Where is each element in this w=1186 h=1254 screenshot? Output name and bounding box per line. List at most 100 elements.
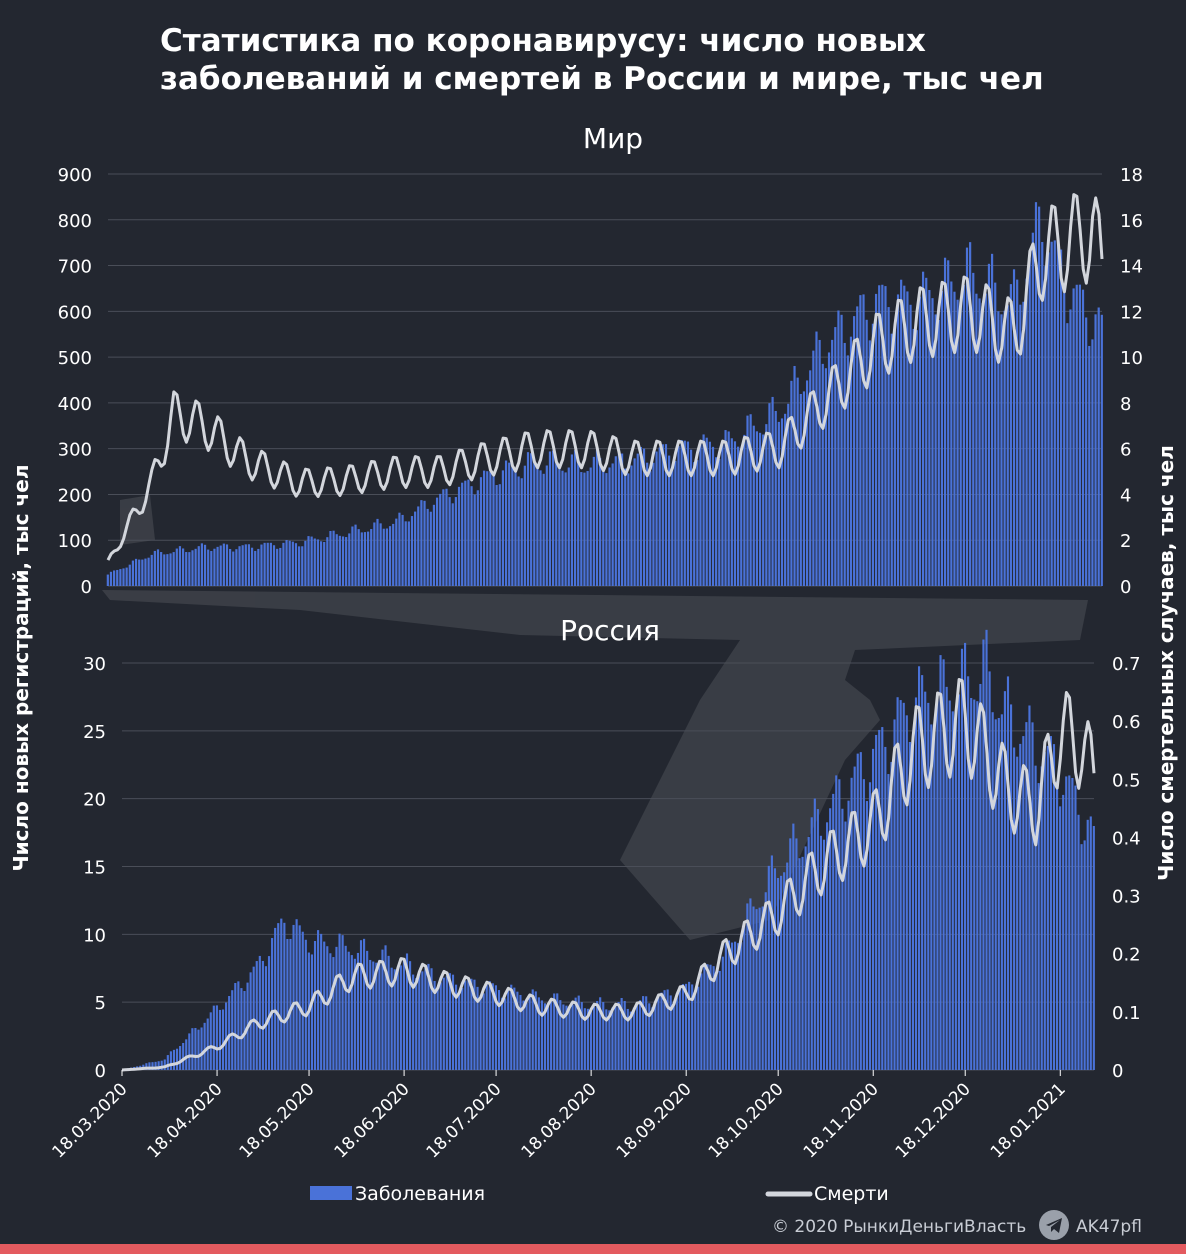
cases-bar xyxy=(846,355,849,586)
right-tick-label: 0.2 xyxy=(1112,945,1141,966)
x-tick-label: 18.01.2021 xyxy=(987,1079,1070,1162)
cases-bar xyxy=(758,432,762,586)
cases-bar xyxy=(1065,776,1068,1070)
cases-bar xyxy=(551,450,555,586)
cases-bar xyxy=(154,1061,157,1070)
x-tick-label: 18.10.2020 xyxy=(705,1079,788,1162)
cases-bar xyxy=(169,1051,172,1070)
cases-bar xyxy=(304,540,307,586)
cases-bar xyxy=(277,923,280,1070)
cases-bar xyxy=(316,539,320,586)
cases-bar xyxy=(1059,249,1063,586)
cases-bar xyxy=(405,953,409,1070)
cases-bar xyxy=(147,557,150,586)
cases-bar xyxy=(307,536,310,586)
cases-bar xyxy=(402,958,406,1070)
cases-bar xyxy=(326,946,329,1070)
cases-bar xyxy=(414,511,417,586)
cases-bar xyxy=(454,497,457,586)
cases-bar xyxy=(218,1009,222,1070)
cases-bar xyxy=(525,1002,528,1070)
cases-bar xyxy=(623,1000,626,1070)
cases-bar xyxy=(1000,314,1003,586)
cases-bar xyxy=(768,403,771,586)
cases-bar xyxy=(543,1003,547,1070)
cases-bar xyxy=(323,541,326,586)
cases-bar xyxy=(432,504,436,586)
cases-bar xyxy=(341,536,345,586)
cases-bar xyxy=(175,1048,179,1070)
cases-bar xyxy=(442,489,445,586)
cases-bar xyxy=(574,997,577,1070)
cases-bar xyxy=(804,846,807,1070)
cases-bar xyxy=(439,982,442,1070)
cases-bar xyxy=(997,311,1000,586)
cases-bar xyxy=(937,320,940,586)
cases-bar xyxy=(407,521,410,586)
cases-bar xyxy=(301,931,304,1070)
cases-bar xyxy=(1053,240,1056,586)
cases-bar xyxy=(150,554,153,586)
left-tick-label: 10 xyxy=(83,925,106,946)
cases-bar xyxy=(200,543,203,586)
cases-bar xyxy=(285,540,288,586)
x-tick-label: 18.08.2020 xyxy=(518,1079,601,1162)
cases-bar xyxy=(599,997,602,1070)
cases-bar xyxy=(599,458,602,586)
cases-bar xyxy=(513,987,516,1070)
cases-bar xyxy=(826,822,829,1070)
cases-bar xyxy=(470,978,473,1070)
cases-bar xyxy=(617,1002,620,1070)
cases-bar xyxy=(269,542,272,586)
cases-bar xyxy=(805,380,809,586)
cases-bar xyxy=(1041,241,1044,586)
cases-bar xyxy=(517,476,520,586)
cases-bar xyxy=(765,424,768,586)
cases-bar xyxy=(878,285,881,586)
cases-bar xyxy=(755,431,759,586)
cases-bar xyxy=(536,465,539,586)
cases-bar xyxy=(905,715,908,1070)
cases-bar xyxy=(492,476,495,586)
cases-bar xyxy=(329,530,332,586)
cases-bar xyxy=(1038,206,1041,586)
cases-bar xyxy=(188,1033,191,1070)
cases-bar xyxy=(1062,794,1065,1070)
left-tick-label: 200 xyxy=(58,485,92,506)
cases-bar xyxy=(700,973,703,1070)
cases-bar xyxy=(780,875,783,1070)
cases-bar xyxy=(884,746,887,1070)
right-tick-label: 14 xyxy=(1120,257,1143,278)
cases-bar xyxy=(705,437,708,586)
cases-bar xyxy=(182,1042,185,1070)
cases-bar xyxy=(934,314,937,586)
cases-bars xyxy=(123,629,1095,1070)
cases-bar xyxy=(141,559,144,586)
cases-bar xyxy=(577,461,580,586)
cases-bar xyxy=(694,990,697,1070)
left-tick-label: 700 xyxy=(58,257,92,278)
right-tick-label: 18 xyxy=(1120,165,1143,186)
cases-bar xyxy=(959,306,962,586)
right-tick-label: 0 xyxy=(1120,577,1131,598)
cases-bar xyxy=(868,340,871,586)
cases-bar xyxy=(799,393,802,586)
cases-bar xyxy=(764,892,767,1070)
cases-bar xyxy=(982,639,985,1070)
cases-bar xyxy=(654,1002,657,1070)
x-tick-label: 18.03.2020 xyxy=(49,1079,132,1162)
cases-bar xyxy=(329,953,332,1070)
cases-bar xyxy=(144,558,147,586)
cases-bar xyxy=(893,719,896,1070)
cases-bar xyxy=(749,414,752,586)
cases-bar xyxy=(448,973,451,1070)
cases-bar xyxy=(207,549,210,586)
cases-bar xyxy=(711,446,715,586)
cases-bar xyxy=(353,958,356,1070)
cases-bar xyxy=(1091,339,1094,586)
cases-bar xyxy=(602,471,605,586)
cases-bar xyxy=(282,542,285,586)
cases-bar xyxy=(969,242,972,586)
left-tick-label: 400 xyxy=(58,394,92,415)
cases-bar xyxy=(1088,345,1091,586)
